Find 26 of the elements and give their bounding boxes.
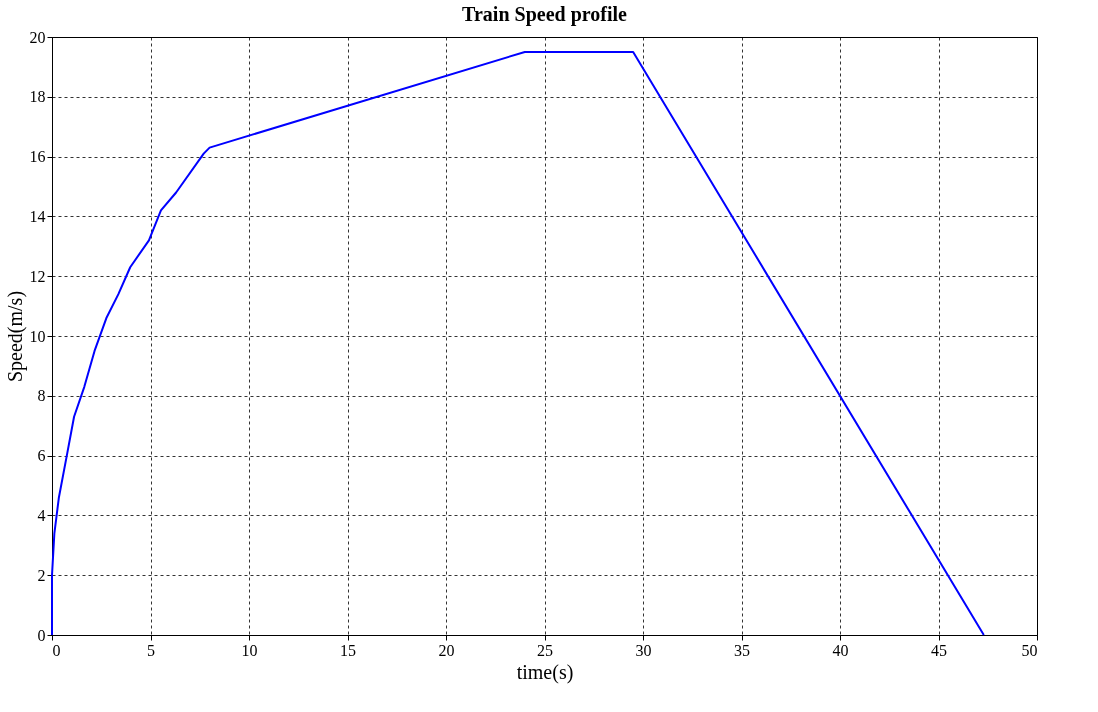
x-tick-label: 50 — [1021, 641, 1038, 659]
y-tick-label: 16 — [29, 148, 46, 166]
y-axis-title: Speed(m/s) — [3, 290, 27, 383]
y-tick-label: 10 — [29, 327, 46, 345]
x-axis-title: time(s) — [516, 660, 574, 684]
y-tick-label: 2 — [37, 566, 46, 584]
y-tick-label: 8 — [37, 387, 46, 405]
y-tick-label: 18 — [29, 88, 46, 106]
x-tick-label: 5 — [147, 641, 155, 659]
x-tick-label: 15 — [340, 641, 356, 659]
x-tick-label: 0 — [52, 641, 61, 659]
x-tick-label: 30 — [635, 641, 652, 659]
y-tick-label: 6 — [37, 447, 46, 465]
x-tick-label: 35 — [734, 641, 750, 659]
x-tick-label: 20 — [438, 641, 455, 659]
y-tick-label: 12 — [29, 267, 46, 285]
y-tick-label: 14 — [29, 207, 46, 225]
chart-title: Train Speed profile — [462, 3, 628, 26]
y-tick-label: 4 — [37, 506, 46, 524]
x-tick-label: 45 — [931, 641, 947, 659]
x-tick-label: 25 — [537, 641, 553, 659]
x-tick-label: 10 — [241, 641, 258, 659]
y-tick-label: 0 — [37, 626, 46, 644]
y-tick-label: 20 — [29, 28, 46, 46]
line-series — [51, 50, 985, 636]
x-tick-label: 40 — [832, 641, 849, 659]
